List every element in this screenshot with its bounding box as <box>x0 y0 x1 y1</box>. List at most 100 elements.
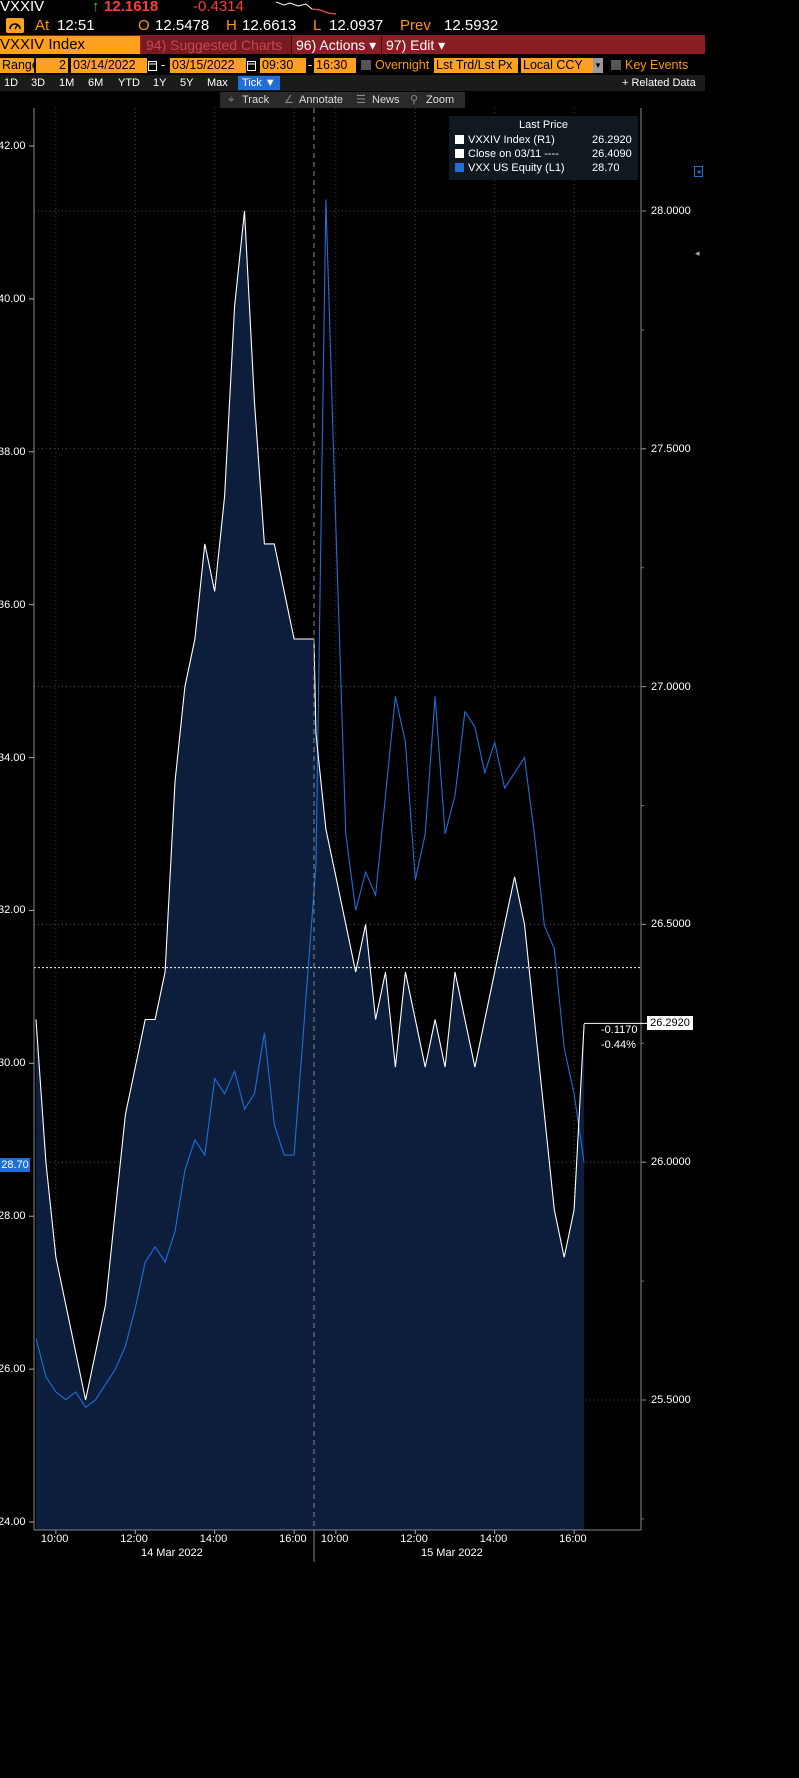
right-tick-label: 27.5000 <box>651 442 691 455</box>
left-tick-label: 24.00 <box>0 1516 26 1528</box>
series-marker-icon[interactable]: ◂ <box>694 166 703 177</box>
key-events-checkbox[interactable] <box>611 60 621 70</box>
low-value: 12.0937 <box>329 17 384 34</box>
net-change-tag: -0.1170 <box>601 1024 638 1036</box>
legend-row[interactable]: Close on 03/11 ---- 26.4090 <box>455 148 632 161</box>
period-5y[interactable]: 5Y <box>180 77 194 89</box>
chart-legend[interactable]: Last Price VXXIV Index (R1) 26.2920 Close… <box>449 116 638 180</box>
news-icon: ☰ <box>356 94 366 106</box>
left-tick-label: 42.00 <box>0 140 26 152</box>
range-number-field[interactable]: 2 <box>36 58 68 73</box>
at-label: At <box>35 17 50 34</box>
x-tick-label: 10:00 <box>320 1533 349 1545</box>
prev-label: Prev <box>400 17 431 34</box>
prev-value: 12.5932 <box>444 17 499 34</box>
left-tick-label: 32.00 <box>0 904 26 917</box>
legend-label: Close on 03/11 ---- <box>468 148 559 160</box>
right-tick-label: 26.5000 <box>651 918 691 931</box>
legend-label: VXX US Equity (L1) <box>468 162 565 174</box>
left-tick-label: 40.00 <box>0 292 26 305</box>
left-tick-label: 36.00 <box>0 598 26 611</box>
open-label: O <box>138 17 150 34</box>
security-field[interactable]: VXXIV Index <box>0 36 140 54</box>
sparkline-icon <box>276 1 337 15</box>
left-tick-label: 26.00 <box>0 1363 26 1376</box>
end-date-field[interactable]: 03/15/2022 <box>170 58 246 73</box>
high-value: 12.6613 <box>242 17 297 34</box>
gauge-icon[interactable] <box>6 18 24 33</box>
price-chart[interactable] <box>0 0 705 1568</box>
edit-menu-button[interactable]: 97) Edit ▾ <box>381 36 452 54</box>
low-label: L <box>313 17 322 34</box>
legend-swatch <box>455 135 464 144</box>
quote-time: 12:51 <box>57 17 95 34</box>
date-label: 14 Mar 2022 <box>141 1547 203 1559</box>
suggested-charts-button[interactable]: 94) Suggested Charts <box>142 36 292 54</box>
start-date-field[interactable]: 03/14/2022 <box>71 58 147 73</box>
key-events-label: Key Events <box>625 58 689 72</box>
last-price: 12.1618 <box>104 0 159 15</box>
right-tick-label: 27.0000 <box>651 680 691 693</box>
pct-change-tag: -0.44% <box>601 1039 636 1051</box>
x-tick-label: 12:00 <box>400 1533 428 1545</box>
legend-value: 26.2920 <box>592 134 632 146</box>
track-button[interactable]: Track <box>242 94 270 106</box>
actions-menu-button[interactable]: 96) Actions ▾ <box>291 36 382 54</box>
ohlc-bar: At 12:51 O 12.5478 H 12.6613 L 12.0937 P… <box>0 17 705 35</box>
period-1y[interactable]: 1Y <box>153 77 167 89</box>
vxx-line <box>35 199 585 1409</box>
chevron-down-icon[interactable]: ▾ <box>593 58 603 73</box>
right-tick-label: 25.5000 <box>651 1394 691 1406</box>
left-tick-label: 38.00 <box>0 445 26 458</box>
x-tick-label: 10:00 <box>40 1533 69 1545</box>
calendar-icon[interactable] <box>247 60 256 71</box>
up-arrow-icon: ↑ <box>92 0 100 15</box>
vxxiv-last-tag: 26.2920 <box>647 1016 693 1030</box>
legend-row[interactable]: VXXIV Index (R1) 26.2920 <box>455 134 632 147</box>
x-tick-label: 16:00 <box>279 1533 307 1545</box>
x-tick-label: 16:00 <box>559 1533 587 1545</box>
chart-tools: ⌖ Track ∠ Annotate ☰ News ⚲ Zoom <box>220 92 465 108</box>
series-marker-icon[interactable]: ◂ <box>695 248 700 258</box>
last-trade-dropdown[interactable]: Lst Trd/Lst Px <box>434 58 518 73</box>
range-bar: Range 2 03/14/2022 - 03/15/2022 09:30 - … <box>0 58 689 73</box>
period-bar: 1D 3D 1M 6M YTD 1Y 5Y Max Tick ▼ + Relat… <box>0 75 705 91</box>
vxx-last-tag: 28.70 <box>0 1158 30 1172</box>
x-tick-label: 14:00 <box>479 1533 508 1545</box>
zoom-button[interactable]: Zoom <box>426 94 455 106</box>
legend-title: Last Price <box>519 119 568 131</box>
tick-dropdown[interactable]: Tick ▼ <box>238 76 280 90</box>
overnight-checkbox[interactable] <box>361 60 371 70</box>
currency-dropdown[interactable]: Local CCY <box>521 58 593 73</box>
end-time-field[interactable]: 16:30 <box>314 58 356 73</box>
news-button[interactable]: News <box>372 94 400 106</box>
crosshair-icon: ⌖ <box>228 94 235 106</box>
vxxiv-area <box>36 211 585 1530</box>
open-value: 12.5478 <box>155 17 210 34</box>
quote-bar: VXXIV ↑ 12.1618 -0.4314 <box>0 0 705 17</box>
related-data-button[interactable]: + Related Data <box>622 77 696 89</box>
start-time-field[interactable]: 09:30 <box>260 58 306 73</box>
magnifier-icon: ⚲ <box>410 94 419 106</box>
x-tick-label: 12:00 <box>120 1533 148 1545</box>
legend-row[interactable]: VXX US Equity (L1) 28.70 <box>455 162 620 175</box>
vxxiv-line <box>35 210 585 1401</box>
x-tick-label: 14:00 <box>199 1533 228 1545</box>
period-ytd[interactable]: YTD <box>118 77 140 89</box>
left-tick-label: 34.00 <box>0 751 26 764</box>
left-tick-label: 30.00 <box>0 1057 26 1070</box>
annotate-button[interactable]: Annotate <box>299 94 344 106</box>
right-tick-label: 28.0000 <box>651 205 691 217</box>
pencil-icon: ∠ <box>284 94 294 106</box>
period-1m[interactable]: 1M <box>59 77 75 89</box>
date-label: 15 Mar 2022 <box>421 1547 483 1559</box>
period-3d[interactable]: 3D <box>31 77 46 89</box>
net-change: -0.4314 <box>193 0 244 15</box>
high-label: H <box>226 17 237 34</box>
period-1d[interactable]: 1D <box>4 77 19 89</box>
range-label: Range <box>0 58 39 73</box>
calendar-icon[interactable] <box>148 60 157 71</box>
period-max[interactable]: Max <box>207 77 228 89</box>
period-6m[interactable]: 6M <box>88 77 104 89</box>
legend-label: VXXIV Index (R1) <box>468 134 555 146</box>
